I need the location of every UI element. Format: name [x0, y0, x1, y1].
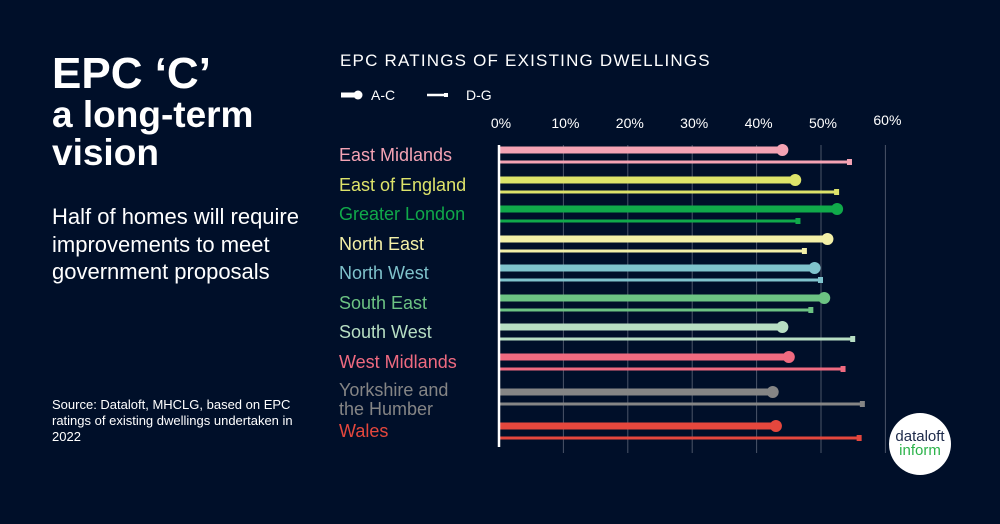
bar-ac-dot — [776, 321, 789, 333]
category-label: South East — [339, 293, 427, 313]
bar-dg-cap — [808, 307, 814, 313]
bar-dg-cap — [856, 435, 862, 441]
x-tick-label: 10% — [551, 115, 579, 131]
category-label: East of England — [339, 175, 466, 195]
bar-dg-cap — [834, 189, 840, 195]
source-note: Source: Dataloft, MHCLG, based on EPC ra… — [52, 397, 293, 444]
bar-ac-dot — [831, 203, 844, 215]
category-label: Wales — [339, 421, 388, 441]
title-line-2: a long-term — [52, 94, 254, 135]
bar-dg-cap — [801, 248, 807, 254]
legend-label-dg: D-G — [466, 87, 492, 103]
bar-dg-cap — [859, 401, 865, 407]
bar-ac-dot — [782, 351, 795, 363]
title-line-1: EPC ‘C’ — [52, 49, 211, 98]
page-title: EPC ‘C’ a long-term vision — [52, 52, 253, 172]
x-tick-label: 50% — [809, 115, 837, 131]
legend-label-ac: A-C — [371, 87, 395, 103]
category-label: North East — [339, 234, 424, 254]
bar-ac-dot — [769, 420, 782, 432]
title-line-3: vision — [52, 132, 159, 173]
x-tick-label: 30% — [680, 115, 708, 131]
bar-ac-dot — [808, 262, 821, 274]
category-label: East Midlands — [339, 145, 452, 165]
bar-ac-dot — [776, 144, 789, 156]
x-tick-label: 20% — [616, 115, 644, 131]
logo-text-2: inform — [899, 442, 941, 459]
x-tick-label: 0% — [491, 115, 511, 131]
bar-ac-dot — [766, 386, 779, 398]
bar-dg-cap — [818, 277, 823, 283]
category-label: West Midlands — [339, 352, 457, 372]
dataloft-logo: dataloft inform — [889, 413, 951, 475]
subtitle: Half of homes will require improvements … — [52, 204, 299, 284]
logo-text-1: dataloft — [895, 428, 945, 445]
bar-ac-dot — [818, 292, 831, 304]
legend-swatch-dg-cap — [444, 93, 448, 97]
bar-ac-dot — [821, 233, 834, 245]
category-label: North West — [339, 263, 429, 283]
bar-ac-dot — [789, 174, 802, 186]
chart-title: EPC RATINGS OF EXISTING DWELLINGS — [340, 51, 711, 70]
bar-dg-cap — [850, 336, 856, 342]
x-tick-label: 60% — [873, 112, 901, 128]
x-tick-label: 40% — [745, 115, 773, 131]
bar-dg-cap — [795, 218, 801, 224]
bar-dg-cap — [840, 366, 846, 372]
category-label: Greater London — [339, 204, 465, 224]
category-label: Yorkshire and the Humber — [339, 380, 448, 419]
bar-dg-cap — [846, 159, 852, 165]
category-label: South West — [339, 322, 432, 342]
legend-swatch-ac-dot — [353, 90, 363, 100]
